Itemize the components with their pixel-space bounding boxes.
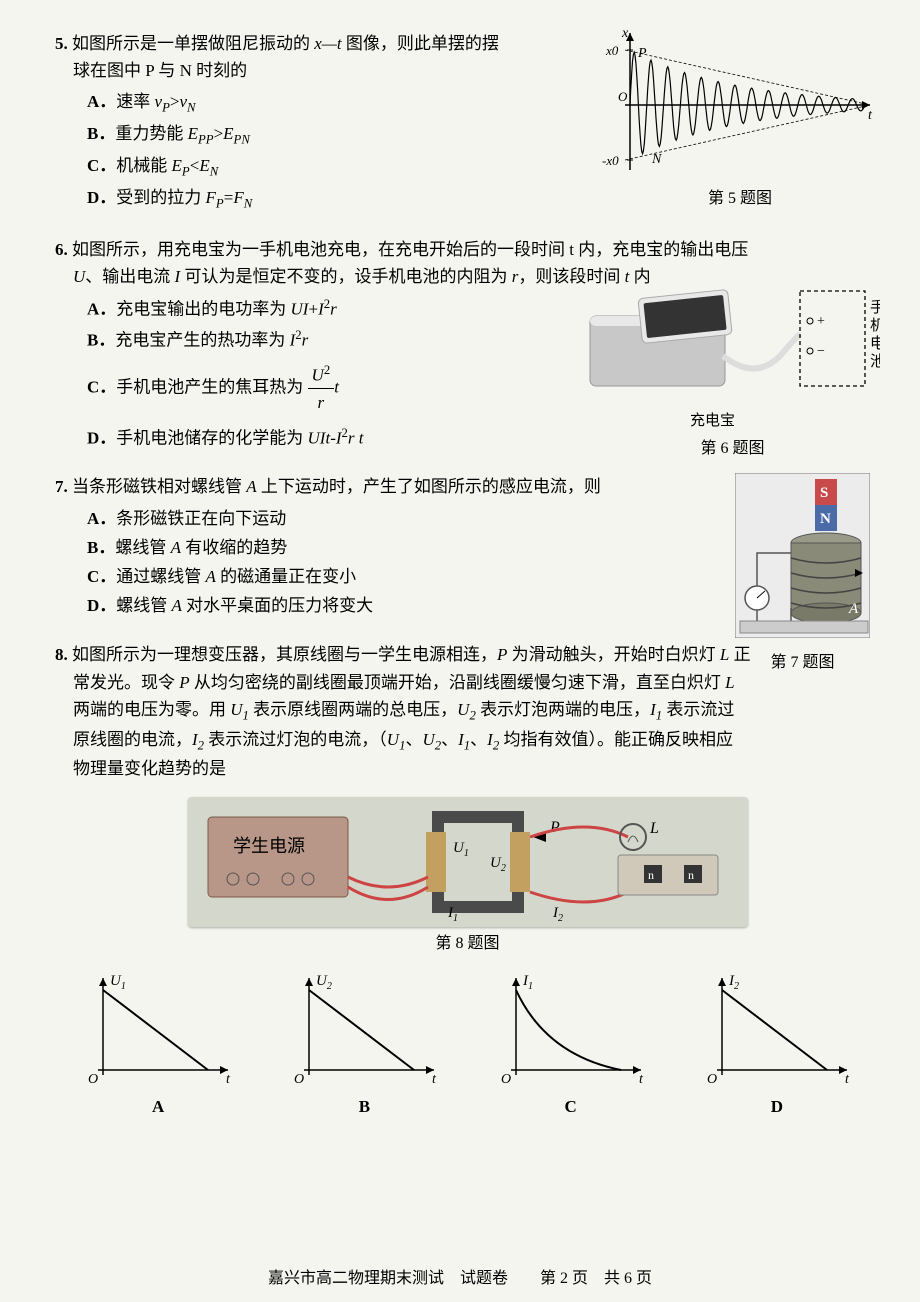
q6-stem-1: 如图所示，用充电宝为一手机电池充电，在充电开始后的一段时间 t 内，充电宝的输出…	[72, 240, 748, 259]
q8-figure-label: 第 8 题图	[55, 931, 880, 957]
q5-figure: x t O x0 -x0 P N 第 5 题图	[600, 25, 880, 212]
page-footer: 嘉兴市高二物理期末测试 试题卷 第 2 页 共 6 页	[0, 1266, 920, 1292]
q8-s3: 两端的电压为零。用 U1 表示原线圈两端的总电压，U2 表示灯泡两端的电压，I1…	[73, 700, 734, 719]
q6-opt-c: C．手机电池产生的焦耳热为 U2rt	[87, 360, 610, 417]
question-5: 5. 如图所示是一单摆做阻尼振动的 x—t 图像，则此单摆的摆 球在图中 P 与…	[55, 30, 880, 214]
chart-c-label: C	[481, 1093, 661, 1120]
svg-text:O: O	[618, 89, 628, 104]
svg-text:池: 池	[870, 353, 880, 370]
question-7: 7. 当条形磁铁相对螺线管 A 上下运动时，产生了如图所示的感应电流，则 A．条…	[55, 473, 880, 619]
svg-text:电: 电	[870, 335, 880, 352]
q6-figure-label: 第 6 题图	[585, 436, 880, 462]
svg-text:O: O	[707, 1072, 717, 1085]
svg-text:机: 机	[870, 317, 880, 334]
q6-figure: + − 手 机 电 池 充电宝 第 6 题图	[585, 286, 880, 462]
q6-stem-2: U、输出电流 I 可认为是恒定不变的，设手机电池的内阻为 r，则该段时间 t 内	[73, 267, 651, 286]
q7-options: A．条形磁铁正在向下运动 B．螺线管 A 有收缩的趋势 C．通过螺线管 A 的磁…	[87, 505, 705, 620]
svg-text:t: t	[868, 108, 873, 123]
q7-opt-b: B．螺线管 A 有收缩的趋势	[87, 534, 705, 561]
q6-powerbank-caption: 充电宝	[545, 409, 880, 433]
q5-number: 5.	[55, 34, 68, 53]
chart-c-svg: I1 t O	[491, 970, 651, 1085]
chart-a-label: A	[68, 1093, 248, 1120]
svg-text:P: P	[549, 819, 560, 836]
svg-text:O: O	[501, 1072, 511, 1085]
question-8: 8. 如图所示为一理想变压器，其原线圈与一学生电源相连，P 为滑动触头，开始时白…	[55, 641, 880, 1120]
q5-tick-x0: x0	[605, 43, 619, 58]
q5-point-n: N	[651, 152, 662, 167]
svg-text:O: O	[294, 1072, 304, 1085]
chart-b: U2 t O B	[274, 970, 454, 1120]
svg-text:O: O	[88, 1072, 98, 1085]
svg-text:S: S	[820, 485, 828, 501]
svg-text:学生电源: 学生电源	[233, 836, 305, 856]
svg-text:t: t	[432, 1072, 437, 1085]
q6-opt-d: D．手机电池储存的化学能为 UIt-I2r t	[87, 423, 610, 452]
chart-d-label: D	[687, 1093, 867, 1120]
q6-stem: 6. 如图所示，用充电宝为一手机电池充电，在充电开始后的一段时间 t 内，充电宝…	[55, 236, 880, 290]
chart-b-svg: U2 t O	[284, 970, 444, 1085]
svg-text:U1: U1	[110, 973, 126, 992]
q6-options: A．充电宝输出的电功率为 UI+I2r B．充电宝产生的热功率为 I2r C．手…	[87, 294, 610, 452]
damped-oscillation-svg: x t O x0 -x0 P N	[600, 25, 880, 175]
svg-text:x: x	[621, 26, 629, 41]
chart-a: U1 t O A	[68, 970, 248, 1120]
q5-tick-nx0: -x0	[602, 153, 619, 168]
q7-opt-a: A．条形磁铁正在向下运动	[87, 505, 705, 532]
q5-stem-text-2: 球在图中 P 与 N 时刻的	[73, 61, 247, 80]
svg-text:A: A	[848, 601, 859, 617]
svg-text:I1: I1	[522, 973, 533, 992]
q6-opt-a: A．充电宝输出的电功率为 UI+I2r	[87, 294, 610, 323]
q8-stem: 8. 如图所示为一理想变压器，其原线圈与一学生电源相连，P 为滑动触头，开始时白…	[55, 641, 880, 782]
svg-text:+: +	[817, 314, 825, 329]
svg-text:t: t	[226, 1072, 231, 1085]
svg-text:U1: U1	[453, 840, 469, 859]
chart-b-label: B	[274, 1093, 454, 1120]
q8-photo: 学生电源 U1 I1 U2 I2 P L n n	[188, 797, 748, 927]
svg-text:L: L	[649, 820, 659, 837]
solenoid-svg: S N A	[735, 473, 870, 638]
q5-point-p: P	[637, 46, 647, 61]
chart-d: I2 t O D	[687, 970, 867, 1120]
chart-d-svg: I2 t O	[697, 970, 857, 1085]
svg-text:n: n	[648, 868, 654, 882]
q8-number: 8.	[55, 645, 68, 664]
powerbank-svg: + − 手 机 电 池	[585, 286, 880, 401]
transformer-photo-svg: 学生电源 U1 I1 U2 I2 P L n n	[188, 797, 748, 927]
q8-s5: 物理量变化趋势的是	[73, 759, 226, 778]
svg-text:手: 手	[870, 299, 880, 316]
q7-opt-c: C．通过螺线管 A 的磁通量正在变小	[87, 563, 705, 590]
svg-text:U2: U2	[316, 973, 332, 992]
svg-text:U2: U2	[490, 855, 506, 874]
q6-opt-b: B．充电宝产生的热功率为 I2r	[87, 325, 610, 354]
q5-var: x—t	[314, 34, 341, 53]
chart-a-svg: U1 t O	[78, 970, 238, 1085]
svg-text:N: N	[820, 511, 831, 527]
svg-text:t: t	[639, 1072, 644, 1085]
q5-stem-text-1c: 图像，则此单摆的摆	[342, 34, 499, 53]
q5-stem: 5. 如图所示是一单摆做阻尼振动的 x—t 图像，则此单摆的摆 球在图中 P 与…	[55, 30, 575, 84]
chart-c: I1 t O C	[481, 970, 661, 1120]
q7-number: 7.	[55, 477, 68, 496]
svg-text:−: −	[817, 344, 825, 359]
question-6: 6. 如图所示，用充电宝为一手机电池充电，在充电开始后的一段时间 t 内，充电宝…	[55, 236, 880, 452]
q6-number: 6.	[55, 240, 68, 259]
q8-charts: U1 t O A U2 t O B	[55, 970, 880, 1120]
svg-text:I2: I2	[728, 973, 739, 992]
q8-s4: 原线圈的电流，I2 表示流过灯泡的电流，（U1、U2、I1、I2 均指有效值）。…	[73, 730, 733, 749]
q8-s1: 如图所示为一理想变压器，其原线圈与一学生电源相连，P 为滑动触头，开始时白炽灯 …	[72, 645, 751, 664]
svg-text:I2: I2	[552, 905, 563, 924]
svg-text:t: t	[845, 1072, 850, 1085]
q7-opt-d: D．螺线管 A 对水平桌面的压力将变大	[87, 592, 705, 619]
q5-figure-label: 第 5 题图	[600, 186, 880, 212]
q5-stem-text-1: 如图所示是一单摆做阻尼振动的	[72, 34, 314, 53]
q7-stem: 当条形磁铁相对螺线管 A 上下运动时，产生了如图所示的感应电流，则	[72, 477, 601, 496]
q6-options-wrap: A．充电宝输出的电功率为 UI+I2r B．充电宝产生的热功率为 I2r C．手…	[55, 294, 610, 452]
svg-text:n: n	[688, 868, 694, 882]
q8-s2: 常发光。现令 P 从均匀密绕的副线圈最顶端开始，沿副线圈缓慢匀速下滑，直至白炽灯…	[73, 673, 735, 692]
